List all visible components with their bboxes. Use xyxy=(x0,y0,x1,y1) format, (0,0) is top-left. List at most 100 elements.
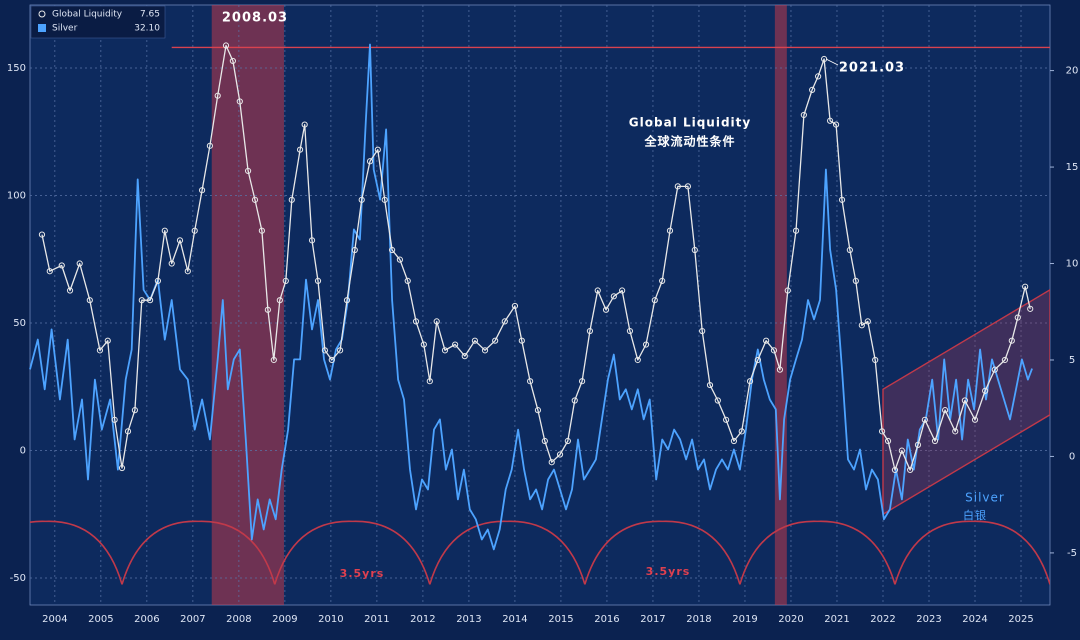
series-marker xyxy=(921,416,928,423)
x-tick-label: 2020 xyxy=(778,614,803,625)
legend-icon xyxy=(38,24,46,32)
series-marker xyxy=(222,42,230,49)
x-tick-label: 2011 xyxy=(364,614,389,625)
series-marker xyxy=(971,416,979,423)
series-marker xyxy=(564,437,571,445)
series-marker xyxy=(511,302,519,310)
series-marker xyxy=(634,356,641,364)
series-marker xyxy=(602,306,610,313)
series-marker xyxy=(1022,283,1029,290)
series-marker xyxy=(492,337,499,344)
series-marker xyxy=(66,287,74,294)
series-marker xyxy=(282,277,289,284)
legend-value: 32.10 xyxy=(134,24,160,34)
series-marker xyxy=(838,196,846,203)
series-marker xyxy=(699,327,706,335)
plot-area xyxy=(29,4,1051,606)
series-marker xyxy=(258,227,265,234)
series-marker xyxy=(301,121,308,128)
x-tick-label: 2022 xyxy=(870,614,895,625)
series-marker xyxy=(982,387,989,394)
series-marker xyxy=(229,57,236,65)
series-marker xyxy=(381,196,388,203)
series-marker xyxy=(651,297,658,304)
series-marker xyxy=(308,237,316,244)
series-marker xyxy=(328,356,335,364)
series-marker xyxy=(784,287,791,294)
series-marker xyxy=(931,437,939,445)
series-marker xyxy=(1001,356,1009,364)
series-marker xyxy=(952,428,959,435)
x-tick-label: 2009 xyxy=(272,614,297,625)
legend-label: Silver xyxy=(52,24,78,34)
series-marker xyxy=(374,146,381,153)
series-marker xyxy=(471,337,478,344)
cycle-arc xyxy=(739,520,896,585)
y-tick-label: 100 xyxy=(7,190,26,201)
series-marker xyxy=(198,187,206,194)
series-marker xyxy=(336,347,344,354)
series-line xyxy=(29,43,1033,551)
series-marker xyxy=(314,277,322,284)
series-marker xyxy=(723,416,730,423)
series-marker xyxy=(776,366,784,373)
series-marker xyxy=(626,327,634,335)
series-marker xyxy=(276,297,283,304)
x-tick-label: 2010 xyxy=(318,614,343,625)
series-marker xyxy=(991,366,998,373)
series-marker xyxy=(714,397,721,404)
series-marker xyxy=(104,337,111,344)
series-marker xyxy=(754,356,761,364)
series-marker xyxy=(571,397,578,404)
series-marker xyxy=(288,196,295,203)
series-marker xyxy=(691,246,698,254)
x-tick-label: 2013 xyxy=(456,614,481,625)
series-marker xyxy=(96,347,104,354)
series-marker xyxy=(296,146,304,153)
series-marker xyxy=(684,183,692,190)
series-marker xyxy=(961,397,968,404)
series-marker xyxy=(763,337,770,344)
x-tick-label: 2015 xyxy=(548,614,573,625)
series-marker xyxy=(46,268,53,275)
series-marker xyxy=(76,260,83,267)
series-marker xyxy=(1027,305,1034,312)
series-marker xyxy=(809,86,816,93)
series-marker xyxy=(534,407,542,414)
series-marker xyxy=(586,327,594,335)
series-marker xyxy=(420,341,427,348)
cycle-arc xyxy=(30,520,123,585)
annotation: 全球流动性条件 xyxy=(643,134,735,149)
y-tick-label: 0 xyxy=(20,445,26,456)
series-marker xyxy=(792,227,800,234)
series-marker xyxy=(251,196,259,203)
cycle-arc xyxy=(584,520,741,585)
x-tick-label: 2017 xyxy=(640,614,665,625)
series-marker xyxy=(366,158,374,165)
series-marker xyxy=(206,142,213,149)
series-marker xyxy=(358,196,365,203)
series-marker xyxy=(872,356,879,364)
series-marker xyxy=(412,318,420,325)
series-marker xyxy=(441,347,449,354)
series-marker xyxy=(124,428,132,435)
series-marker xyxy=(264,306,271,313)
series-marker xyxy=(610,293,617,300)
series-marker xyxy=(884,437,892,445)
x-tick-label: 2016 xyxy=(594,614,619,625)
series-marker xyxy=(433,318,440,325)
series-marker xyxy=(161,227,168,234)
series-marker xyxy=(244,167,252,175)
series-marker xyxy=(518,337,525,344)
series-marker xyxy=(38,231,46,238)
series-marker xyxy=(138,297,145,304)
series-marker xyxy=(864,318,871,325)
series-marker xyxy=(452,341,459,348)
annotation-pointer xyxy=(825,58,839,66)
series-marker xyxy=(86,297,93,304)
series-marker xyxy=(111,416,118,423)
x-tick-label: 2004 xyxy=(42,614,67,625)
series-marker xyxy=(168,260,175,267)
y-tick-label: 50 xyxy=(13,318,26,329)
